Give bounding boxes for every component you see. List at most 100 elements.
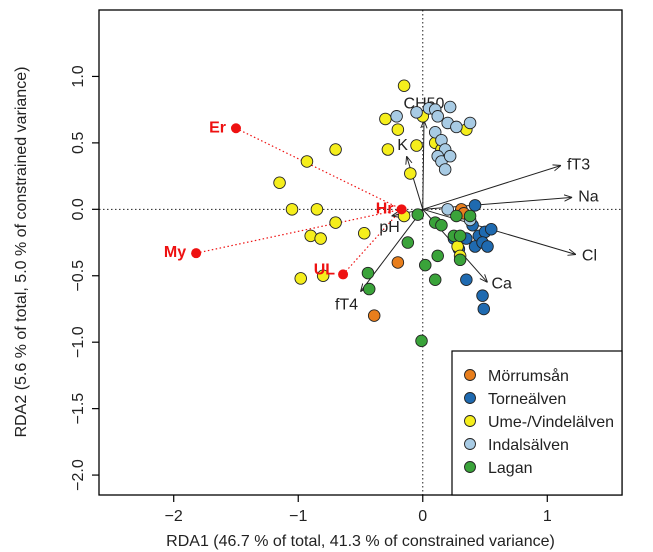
biplot-arrow-label: Na <box>578 188 599 205</box>
site-point <box>401 236 415 249</box>
species-score-point <box>191 248 202 259</box>
axes: −2 −1 0 1 −2.0 −1.5 −1.0 −0.5 0.0 0.5 1.0 <box>70 65 552 525</box>
y-tick-label: −1.0 <box>70 326 87 358</box>
legend-entry-label: Ume-/Vindelälven <box>488 414 614 431</box>
site-point <box>273 176 286 189</box>
site-point <box>390 110 403 123</box>
x-axis-label: RDA1 (46.7 % of total, 41.3 % of constra… <box>166 533 555 550</box>
x-tick-label: 0 <box>418 508 427 525</box>
site-point <box>316 269 330 283</box>
site-point <box>460 273 473 286</box>
biplot-arrow-label: fT3 <box>567 156 590 173</box>
site-point <box>379 112 392 126</box>
legend-marker <box>464 415 476 427</box>
site-point <box>463 209 477 223</box>
biplot-arrow <box>422 208 576 254</box>
biplot-arrow-label: fT4 <box>335 297 358 314</box>
site-point <box>410 139 423 152</box>
site-point <box>411 208 425 221</box>
site-point <box>367 309 381 322</box>
site-point <box>415 334 428 348</box>
species-score-label: My <box>164 244 186 261</box>
site-point <box>443 100 457 114</box>
site-point <box>391 256 405 269</box>
site-point <box>453 229 467 243</box>
legend-entry-label: Lagan <box>488 460 533 477</box>
site-point <box>463 116 477 130</box>
site-point <box>450 120 463 134</box>
site-point <box>438 163 452 176</box>
biplot-arrow-label: K <box>397 137 408 154</box>
biplot-arrow <box>422 165 561 210</box>
legend: Mörrumsån Torneälven Ume-/Vindelälven Indal… <box>451 350 623 496</box>
species-connector-line <box>196 208 402 254</box>
site-point <box>329 143 342 156</box>
site-point <box>357 226 371 240</box>
species-score-label: Er <box>209 119 226 136</box>
site-point <box>410 106 423 119</box>
legend-marker <box>464 461 476 473</box>
species-connector-line <box>235 127 402 210</box>
x-tick-label: −2 <box>165 508 183 525</box>
y-tick-label: −2.0 <box>70 459 87 491</box>
site-points <box>273 79 498 348</box>
biplot-arrow <box>407 156 424 210</box>
site-point <box>294 272 307 285</box>
legend-entry-label: Mörrumsån <box>488 367 569 385</box>
legend-entry-label: Indalsälven <box>488 437 569 454</box>
site-point <box>300 155 314 168</box>
site-point <box>481 240 494 253</box>
site-point <box>428 273 442 286</box>
biplot-arrow-label: Cl <box>582 247 597 264</box>
site-point <box>419 258 432 272</box>
plot-frame <box>98 9 623 496</box>
biplot-arrow-label: pH <box>379 219 399 236</box>
site-point <box>329 216 342 229</box>
site-point <box>391 123 405 136</box>
site-point <box>404 167 417 180</box>
site-point <box>362 282 376 296</box>
site-point <box>477 302 491 316</box>
species-score-point <box>396 204 407 215</box>
site-point <box>441 203 454 216</box>
site-point <box>476 289 489 302</box>
site-point <box>431 249 444 263</box>
biplot-arrow <box>423 120 424 210</box>
y-tick-label: −0.5 <box>70 260 87 292</box>
site-point <box>310 203 324 216</box>
species-score-label: Hr <box>376 200 394 217</box>
biplot-arrow-label: Ca <box>492 275 513 292</box>
site-point <box>285 203 299 216</box>
legend-box <box>451 350 623 496</box>
site-point <box>314 232 327 245</box>
site-point <box>397 79 411 92</box>
site-point <box>381 143 395 156</box>
x-tick-label: −1 <box>289 508 307 525</box>
y-tick-label: 1.0 <box>70 65 87 87</box>
species-score-label: UL <box>314 261 336 278</box>
site-point <box>431 110 444 123</box>
site-point <box>361 266 375 280</box>
site-point <box>443 149 457 163</box>
y-tick-label: 0.0 <box>70 198 87 220</box>
site-point <box>468 199 482 212</box>
site-point <box>453 253 467 267</box>
site-point <box>450 209 463 223</box>
y-tick-label: −1.5 <box>70 393 87 425</box>
y-axis-label: RDA2 (5.6 % of total, 5.0 % of constrain… <box>13 67 30 438</box>
y-tick-label: 0.5 <box>70 132 87 154</box>
site-point <box>435 219 448 232</box>
species-score-point <box>338 269 349 280</box>
x-tick-label: 1 <box>543 508 552 525</box>
species-connector-line <box>342 208 403 275</box>
legend-marker <box>464 392 476 404</box>
legend-marker <box>464 369 476 381</box>
legend-entry-label: Torneälven <box>488 391 566 408</box>
site-point <box>485 222 498 236</box>
species-scores: Er My Hr UL <box>164 119 407 280</box>
species-score-point <box>230 123 241 134</box>
reference-lines <box>99 10 622 495</box>
species-score-lines <box>196 127 403 275</box>
legend-marker <box>464 438 476 450</box>
